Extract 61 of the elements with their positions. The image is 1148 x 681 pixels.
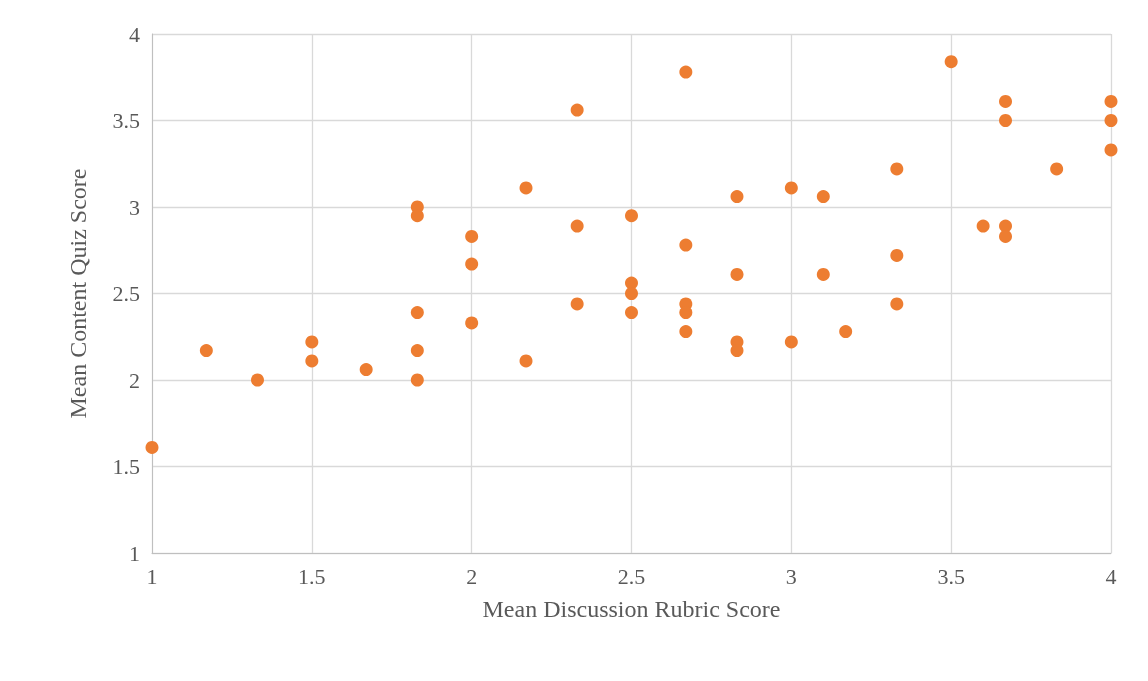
point: [839, 325, 853, 339]
point: [944, 55, 958, 69]
point: [999, 94, 1013, 108]
point: [784, 335, 798, 349]
point: [519, 181, 533, 195]
point: [359, 363, 373, 377]
point: [784, 181, 798, 195]
point: [999, 229, 1013, 243]
point: [679, 65, 693, 79]
point: [145, 440, 159, 454]
x-tick-label: 2: [466, 563, 478, 589]
x-axis-title: Mean Discussion Rubric Score: [482, 596, 781, 622]
point: [625, 209, 638, 223]
x-tick-label: 4: [1105, 563, 1117, 589]
point: [465, 316, 479, 330]
y-tick-label: 3.5: [112, 108, 140, 133]
y-tick-label: 2.5: [112, 281, 140, 306]
point: [1104, 94, 1118, 108]
y-tick-label: 1: [129, 540, 140, 566]
point: [730, 267, 744, 281]
point: [519, 354, 533, 368]
point: [251, 373, 264, 387]
y-tick-label: 3: [129, 194, 140, 220]
y-tick-label: 4: [129, 21, 140, 47]
x-tick-label: 2.5: [617, 563, 646, 589]
x-tick-label: 1.5: [298, 563, 326, 589]
point: [890, 162, 904, 176]
point: [1104, 114, 1118, 127]
x-tick-label: 1: [146, 563, 158, 589]
point: [816, 190, 830, 204]
point: [679, 238, 693, 252]
point: [410, 344, 424, 358]
point: [410, 373, 424, 387]
point: [305, 354, 319, 368]
x-tick-label: 3: [785, 563, 797, 589]
point: [890, 297, 904, 311]
point: [465, 257, 479, 271]
point: [465, 229, 479, 243]
point: [730, 190, 744, 204]
point: [890, 248, 904, 262]
point: [570, 219, 584, 233]
point: [999, 114, 1013, 127]
point: [570, 103, 584, 117]
point: [976, 219, 990, 233]
y-tick-label: 1.5: [112, 454, 140, 479]
point: [625, 287, 638, 300]
point: [1104, 143, 1118, 157]
point: [679, 325, 693, 339]
x-tick-label: 3.5: [937, 563, 965, 589]
point: [679, 306, 693, 320]
point: [305, 335, 319, 349]
point: [816, 267, 830, 281]
point: [625, 306, 638, 320]
point: [410, 306, 424, 320]
point: [199, 344, 213, 358]
y-axis-title: Mean Content Quiz Score: [65, 168, 91, 419]
point: [1050, 162, 1064, 176]
point: [570, 297, 584, 311]
y-tick-label: 2: [129, 367, 140, 393]
point: [730, 344, 744, 358]
point: [410, 209, 424, 223]
